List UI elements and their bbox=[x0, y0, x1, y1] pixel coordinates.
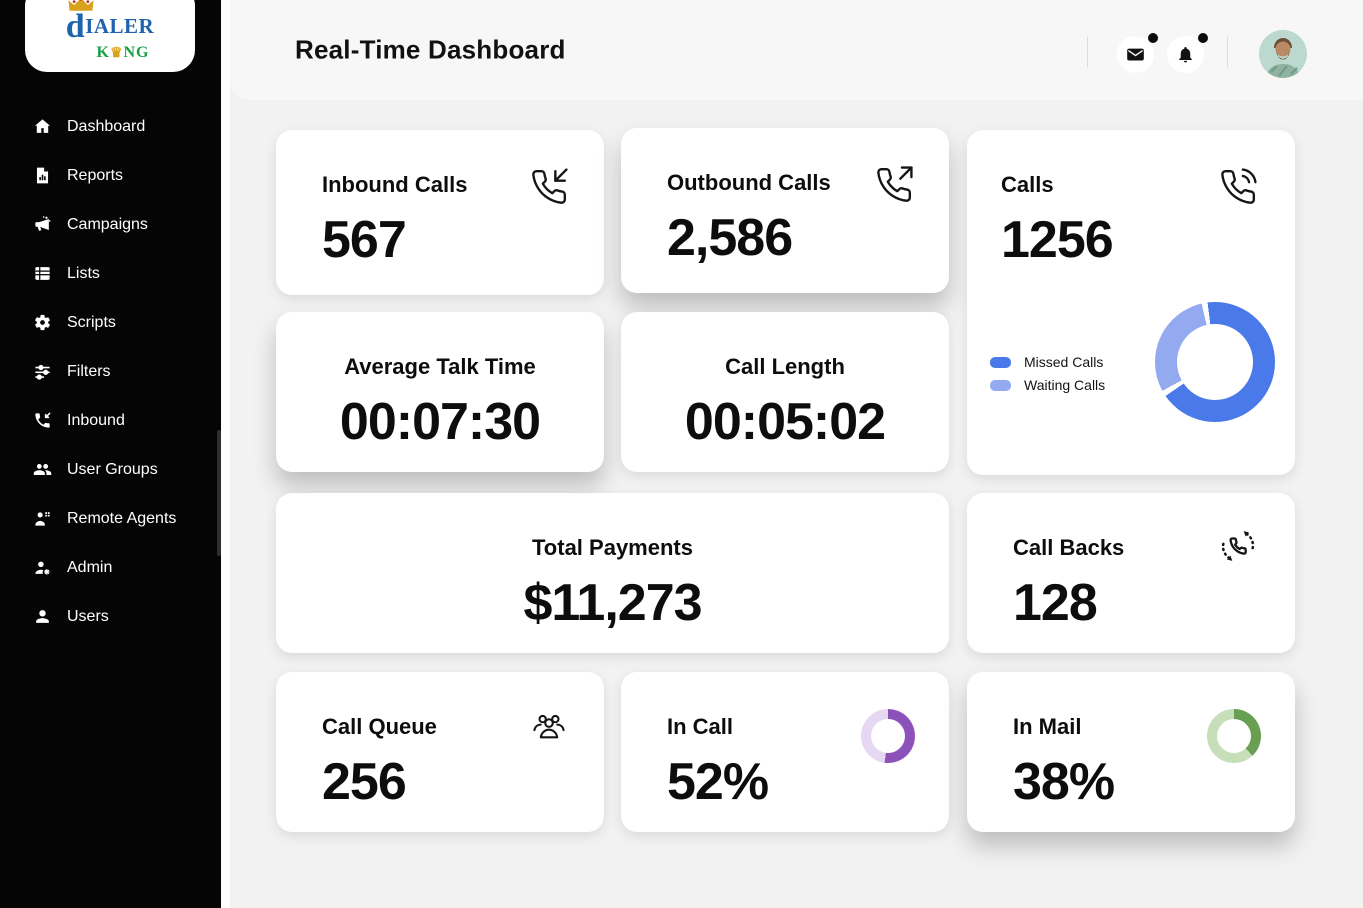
admin-icon bbox=[35, 561, 50, 575]
outbound-calls-card: Outbound Calls 2,586 bbox=[621, 128, 949, 293]
crown-glyph: ♛ bbox=[109, 46, 124, 62]
sidebar-item-dashboard[interactable]: Dashboard bbox=[0, 102, 221, 151]
total-payments-value: $11,273 bbox=[523, 574, 702, 632]
in-mail-card: In Mail 38% bbox=[967, 672, 1295, 832]
average-talk-time-card: Average Talk Time 00:07:30 bbox=[276, 312, 604, 472]
call-length-value: 00:05:02 bbox=[684, 393, 886, 451]
sidebar-item-filters[interactable]: Filters bbox=[0, 347, 221, 396]
bell-badge-dot bbox=[1198, 33, 1208, 43]
mail-icon bbox=[1127, 48, 1144, 61]
call-queue-value: 256 bbox=[322, 753, 407, 811]
logo-word-king: K♛NG bbox=[96, 44, 150, 62]
missed-calls-swatch bbox=[990, 356, 1011, 368]
in-call-value: 52% bbox=[667, 753, 769, 811]
sidebar-item-lists[interactable]: Lists bbox=[0, 249, 221, 298]
phone-outgoing-icon bbox=[875, 166, 913, 204]
waiting-calls-swatch bbox=[990, 379, 1011, 391]
legend-item-missed-calls: Missed Calls bbox=[990, 354, 1105, 370]
logo-word-dialer: dIALER bbox=[65, 8, 155, 46]
calls-label: Calls bbox=[1001, 172, 1054, 197]
sliders-icon bbox=[35, 364, 50, 380]
average-talk-time-value: 00:07:30 bbox=[339, 393, 541, 451]
app-logo: dIALER K♛NG bbox=[25, 0, 195, 72]
header: Real-Time Dashboard bbox=[230, 0, 1363, 100]
call-backs-value: 128 bbox=[1013, 574, 1098, 632]
bell-icon bbox=[1179, 46, 1192, 63]
sidebar-item-remote-agents[interactable]: Remote Agents bbox=[0, 494, 221, 543]
crown-icon bbox=[68, 0, 94, 12]
call-queue-label: Call Queue bbox=[322, 714, 437, 739]
user-queue-icon bbox=[530, 708, 568, 746]
call-queue-card: Call Queue 256 bbox=[276, 672, 604, 832]
in-mail-label: In Mail bbox=[1013, 714, 1082, 739]
sidebar-nav: Dashboard Reports Campaigns Lists Script… bbox=[0, 102, 221, 641]
calls-legend: Missed Calls Waiting Calls bbox=[990, 354, 1105, 393]
calls-card: Calls 1256 Missed Calls Waiting Calls bbox=[967, 130, 1295, 475]
sidebar-item-user-groups[interactable]: User Groups bbox=[0, 445, 221, 494]
call-length-label: Call Length bbox=[725, 354, 845, 379]
average-talk-time-label: Average Talk Time bbox=[344, 354, 536, 379]
sidebar: dIALER K♛NG Dashboard Reports Campaigns … bbox=[0, 0, 221, 908]
in-call-label: In Call bbox=[667, 714, 734, 739]
list-icon bbox=[35, 267, 50, 280]
in-mail-donut-chart bbox=[1207, 709, 1261, 763]
phone-incoming-icon bbox=[35, 412, 51, 428]
call-backs-label: Call Backs bbox=[1013, 535, 1125, 560]
remote-agent-icon bbox=[35, 512, 50, 526]
user-group-icon bbox=[33, 463, 52, 476]
total-payments-label: Total Payments bbox=[532, 535, 693, 560]
inbound-calls-value: 567 bbox=[322, 211, 407, 269]
call-length-card: Call Length 00:05:02 bbox=[621, 312, 949, 472]
report-icon bbox=[36, 167, 49, 184]
total-payments-card: Total Payments $11,273 bbox=[276, 493, 949, 653]
legend-item-waiting-calls: Waiting Calls bbox=[990, 377, 1105, 393]
calls-value: 1256 bbox=[1001, 211, 1114, 269]
mail-badge-dot bbox=[1148, 33, 1158, 43]
sidebar-item-reports[interactable]: Reports bbox=[0, 151, 221, 200]
sidebar-content-gap bbox=[221, 0, 230, 908]
phone-incoming-icon bbox=[530, 168, 568, 206]
sidebar-scrollbar[interactable] bbox=[217, 430, 221, 556]
in-call-card: In Call 52% bbox=[621, 672, 949, 832]
avatar-image bbox=[1259, 30, 1307, 78]
calls-donut-chart bbox=[1155, 302, 1275, 422]
outbound-calls-value: 2,586 bbox=[667, 209, 793, 267]
page-title: Real-Time Dashboard bbox=[295, 34, 566, 65]
main-content: Real-Time Dashboard Inbound Calls 567 bbox=[221, 0, 1363, 908]
call-backs-card: Call Backs 128 bbox=[967, 493, 1295, 653]
mail-button[interactable] bbox=[1117, 33, 1158, 73]
header-divider bbox=[1227, 37, 1228, 67]
megaphone-icon bbox=[35, 216, 51, 231]
sidebar-item-users[interactable]: Users bbox=[0, 592, 221, 641]
avatar[interactable] bbox=[1259, 30, 1307, 78]
in-call-donut-chart bbox=[861, 709, 915, 763]
in-mail-value: 38% bbox=[1013, 753, 1115, 811]
home-icon bbox=[34, 119, 51, 133]
sidebar-item-inbound[interactable]: Inbound bbox=[0, 396, 221, 445]
sidebar-item-admin[interactable]: Admin bbox=[0, 543, 221, 592]
phone-callback-icon bbox=[1219, 527, 1257, 565]
gear-icon bbox=[35, 314, 50, 331]
header-divider bbox=[1087, 37, 1088, 67]
user-icon bbox=[36, 610, 49, 623]
sidebar-item-scripts[interactable]: Scripts bbox=[0, 298, 221, 347]
inbound-calls-card: Inbound Calls 567 bbox=[276, 130, 604, 295]
sidebar-item-campaigns[interactable]: Campaigns bbox=[0, 200, 221, 249]
notifications-button[interactable] bbox=[1167, 33, 1208, 73]
phone-ring-icon bbox=[1219, 168, 1257, 206]
inbound-calls-label: Inbound Calls bbox=[322, 172, 468, 197]
outbound-calls-label: Outbound Calls bbox=[667, 170, 831, 195]
